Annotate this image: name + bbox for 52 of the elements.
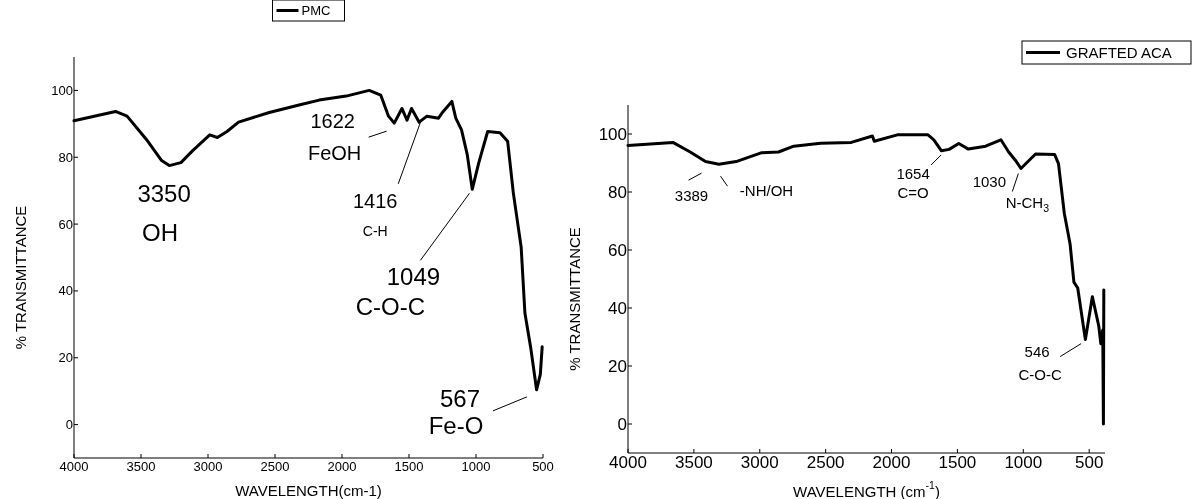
- y-tick-label: 100: [51, 82, 73, 98]
- x-tick-label: 2500: [806, 453, 845, 472]
- annotation: C-O-C: [1018, 365, 1062, 383]
- x-tick-label: 1000: [461, 458, 491, 474]
- y-tick-label: 40: [608, 298, 627, 318]
- annotation: 1030: [972, 172, 1007, 190]
- x-axis-title: WAVELENGTH (cm$^{-1}$): [793, 479, 940, 499]
- y-tick-label: 60: [58, 216, 73, 232]
- y-tick-label: 40: [58, 283, 73, 299]
- annotation: 1622: [310, 110, 355, 133]
- x-tick-label: 2500: [260, 458, 290, 474]
- y-tick-label: 100: [598, 124, 627, 144]
- annotation: 1654: [896, 164, 930, 182]
- x-axis-title: WAVELENGTH(cm-1): [235, 481, 382, 499]
- x-tick-label: 1000: [1004, 453, 1043, 472]
- x-tick-label: 4000: [609, 453, 647, 472]
- y-tick-label: 80: [58, 149, 73, 165]
- annotation: C-H: [362, 222, 388, 239]
- y-tick-label: 20: [58, 350, 73, 366]
- x-tick-label: 500: [1075, 453, 1104, 472]
- x-tick-label: 1500: [938, 453, 977, 472]
- annotation: 3389: [674, 186, 709, 204]
- x-tick-label: 4000: [59, 458, 89, 474]
- y-tick-label: 0: [65, 417, 73, 433]
- annotation: 1049: [386, 262, 441, 290]
- x-tick-label: 3000: [193, 458, 223, 474]
- annotation: 567: [440, 384, 481, 412]
- y-tick-label: 80: [608, 182, 627, 202]
- annotation: N-CH$_{3}$: [1005, 193, 1050, 214]
- y-tick-label: 60: [608, 240, 627, 260]
- annotation: 1416: [353, 189, 398, 212]
- x-tick-label: 3500: [126, 458, 156, 474]
- y-axis-title: % TRANSMITTANCE: [565, 227, 583, 371]
- annotation: -NH/OH: [739, 181, 794, 199]
- legend-label: PMC: [301, 3, 331, 18]
- x-tick-label: 3500: [674, 453, 713, 472]
- y-tick-label: 0: [617, 414, 627, 434]
- annotation: FeOH: [307, 142, 362, 165]
- x-tick-label: 2000: [872, 453, 911, 472]
- annotation: 3350: [137, 179, 191, 207]
- annotation: OH: [142, 218, 179, 246]
- x-tick-label: 2000: [327, 458, 357, 474]
- annotation: C=O: [897, 183, 929, 201]
- x-tick-label: 3000: [740, 453, 779, 472]
- annotation: Fe-O: [428, 411, 484, 439]
- legend-label: GRAFTED ACA: [1066, 44, 1172, 61]
- annotation: 546: [1024, 342, 1050, 360]
- x-tick-label: 500: [532, 458, 554, 474]
- x-tick-label: 1500: [394, 458, 424, 474]
- y-tick-label: 20: [608, 356, 627, 376]
- y-axis-title: % TRANSMITTANCE: [11, 205, 29, 350]
- annotation: C-O-C: [355, 292, 426, 320]
